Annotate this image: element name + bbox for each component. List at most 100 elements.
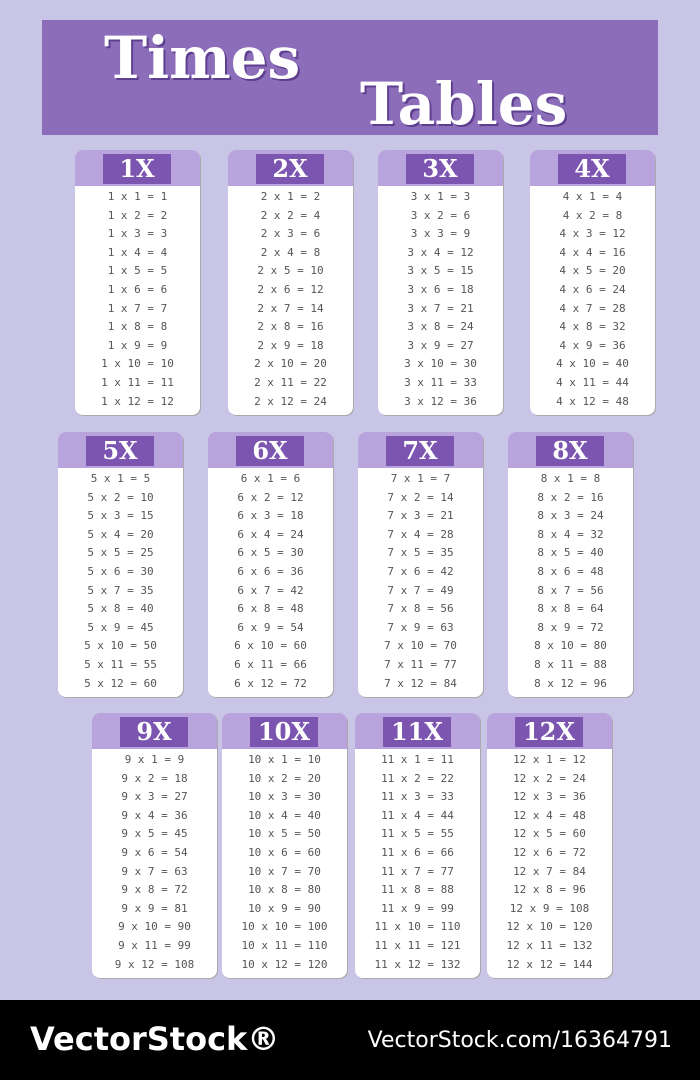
table-row: 3 x 5 = 15 — [407, 264, 474, 278]
table-card: 6X 6 x 1 = 6 6 x 2 = 12 6 x 3 = 18 6 x 4 = 2… — [208, 432, 333, 697]
table-row: 5 x 8 = 40 — [87, 602, 154, 616]
table-card: 3X 3 x 1 = 3 3 x 2 = 6 3 x 3 = 9 3 x 4 = 12 3… — [378, 150, 503, 415]
table-row: 12 x 2 = 24 — [513, 771, 586, 785]
table-row: 2 x 8 = 16 — [257, 320, 324, 334]
table-row: 9 x 7 = 63 — [121, 864, 188, 878]
table-card: 9X 9 x 1 = 9 9 x 2 = 18 9 x 3 = 27 9 x 4 = 3… — [92, 713, 217, 978]
table-row: 3 x 3 = 9 — [410, 227, 471, 241]
table-row: 12 x 9 = 108 — [509, 901, 590, 915]
table-row: 6 x 2 = 12 — [237, 490, 304, 504]
table-label: 3X — [406, 154, 474, 184]
table-label: 5X — [86, 436, 154, 466]
table-row: 9 x 9 = 81 — [121, 901, 188, 915]
table-row: 1 x 12 = 12 — [101, 394, 174, 408]
table-label: 8X — [536, 436, 604, 466]
table-row: 4 x 3 = 12 — [559, 227, 626, 241]
table-row: 9 x 11 = 99 — [118, 939, 191, 952]
table-label: 1X — [103, 154, 171, 184]
table-row: 8 x 10 = 80 — [534, 639, 607, 653]
table-row: 3 x 6 = 18 — [407, 283, 474, 296]
table-row: 8 x 6 = 48 — [537, 565, 604, 578]
table-row: 5 x 4 = 20 — [87, 527, 154, 541]
table-row: 4 x 5 = 20 — [559, 264, 626, 278]
footer: VectorStock® VectorStock.com/16364791 — [0, 1000, 700, 1080]
table-label: 6X — [236, 436, 304, 466]
table-row: 5 x 10 = 50 — [84, 639, 157, 653]
table-row: 4 x 8 = 32 — [559, 320, 626, 334]
table-row: 4 x 2 = 8 — [562, 208, 623, 222]
table-row: 5 x 5 = 25 — [87, 546, 154, 560]
table-row: 7 x 6 = 42 — [387, 565, 454, 578]
table-row: 5 x 7 = 35 — [87, 583, 154, 597]
table-row: 10 x 2 = 20 — [248, 771, 321, 785]
table-row: 1 x 7 = 7 — [107, 301, 168, 315]
table-row: 2 x 7 = 14 — [257, 301, 324, 315]
table-row: 6 x 1 = 6 — [240, 472, 301, 485]
table-row: 4 x 11 = 44 — [556, 376, 629, 389]
table-row: 12 x 8 = 96 — [513, 883, 586, 897]
table-row: 3 x 12 = 36 — [404, 394, 477, 408]
title-line2: Tables — [360, 70, 568, 138]
table-row: 10 x 10 = 100 — [241, 920, 328, 934]
table-row: 3 x 7 = 21 — [407, 301, 474, 315]
table-row: 8 x 4 = 32 — [537, 527, 604, 541]
table-row: 4 x 9 = 36 — [559, 338, 626, 352]
table-row: 9 x 10 = 90 — [118, 920, 191, 934]
table-label: 7X — [386, 436, 454, 466]
table-row: 12 x 7 = 84 — [513, 864, 586, 878]
table-card: 11X 11 x 1 = 11 11 x 2 = 22 11 x 3 = 33 11 x… — [355, 713, 480, 978]
table-row: 3 x 4 = 12 — [407, 245, 474, 259]
table-row: 1 x 2 = 2 — [107, 208, 168, 222]
table-row: 5 x 9 = 45 — [87, 620, 154, 634]
table-row: 5 x 11 = 55 — [84, 658, 157, 671]
table-row: 11 x 3 = 33 — [381, 790, 454, 804]
table-row: 5 x 1 = 5 — [90, 472, 151, 485]
table-card: 12X 12 x 1 = 12 12 x 2 = 24 12 x 3 = 36 12 x… — [487, 713, 612, 978]
table-row: 6 x 9 = 54 — [237, 620, 304, 634]
table-row: 6 x 11 = 66 — [234, 658, 307, 671]
table-row: 1 x 3 = 3 — [107, 227, 168, 241]
table-label: 4X — [558, 154, 626, 184]
table-row: 1 x 8 = 8 — [107, 320, 168, 334]
table-row: 4 x 12 = 48 — [556, 394, 629, 408]
table-card: 10X 10 x 1 = 10 10 x 2 = 20 10 x 3 = 30 10 x… — [222, 713, 347, 978]
table-row: 9 x 12 = 108 — [114, 957, 195, 971]
table-row: 8 x 11 = 88 — [534, 658, 607, 671]
table-row: 4 x 6 = 24 — [559, 283, 626, 296]
table-row: 11 x 12 = 132 — [374, 957, 461, 971]
table-row: 10 x 8 = 80 — [248, 883, 321, 897]
table-row: 1 x 1 = 1 — [107, 190, 168, 203]
table-row: 7 x 1 = 7 — [390, 472, 451, 485]
url: VectorStock.com/16364791 — [367, 1028, 672, 1053]
table-card: 4X 4 x 1 = 4 4 x 2 = 8 4 x 3 = 12 4 x 4 = 16… — [530, 150, 655, 415]
table-row: 1 x 6 = 6 — [107, 283, 168, 296]
table-card: 2X 2 x 1 = 2 2 x 2 = 4 2 x 3 = 6 2 x 4 = 8 2 … — [228, 150, 353, 415]
table-row: 7 x 10 = 70 — [384, 639, 457, 653]
table-row: 10 x 12 = 120 — [241, 957, 328, 971]
table-label: 2X — [256, 154, 324, 184]
table-row: 9 x 1 = 9 — [124, 753, 185, 766]
table-row: 8 x 8 = 64 — [537, 602, 604, 616]
table-row: 1 x 10 = 10 — [101, 357, 174, 371]
table-row: 6 x 8 = 48 — [237, 602, 304, 616]
table-row: 7 x 4 = 28 — [387, 527, 454, 541]
table-row: 8 x 5 = 40 — [537, 546, 604, 560]
table-row: 2 x 11 = 22 — [254, 376, 327, 389]
table-row: 9 x 6 = 54 — [121, 846, 188, 859]
table-row: 12 x 6 = 72 — [513, 846, 586, 859]
table-label: 11X — [383, 717, 451, 747]
table-row: 9 x 2 = 18 — [121, 771, 188, 785]
table-row: 8 x 7 = 56 — [537, 583, 604, 597]
table-row: 2 x 5 = 10 — [257, 264, 324, 278]
table-row: 6 x 4 = 24 — [237, 527, 304, 541]
table-row: 11 x 8 = 88 — [381, 883, 454, 897]
table-row: 11 x 9 = 99 — [381, 901, 454, 915]
table-row: 11 x 6 = 66 — [381, 846, 454, 859]
table-row: 12 x 12 = 144 — [506, 957, 593, 971]
table-row: 10 x 5 = 50 — [248, 827, 321, 841]
table-row: 12 x 1 = 12 — [513, 753, 586, 766]
table-card: 1X 1 x 1 = 1 1 x 2 = 2 1 x 3 = 3 1 x 4 = 4 1 … — [75, 150, 200, 415]
table-row: 10 x 11 = 110 — [241, 939, 328, 952]
table-row: 12 x 11 = 132 — [506, 939, 593, 952]
